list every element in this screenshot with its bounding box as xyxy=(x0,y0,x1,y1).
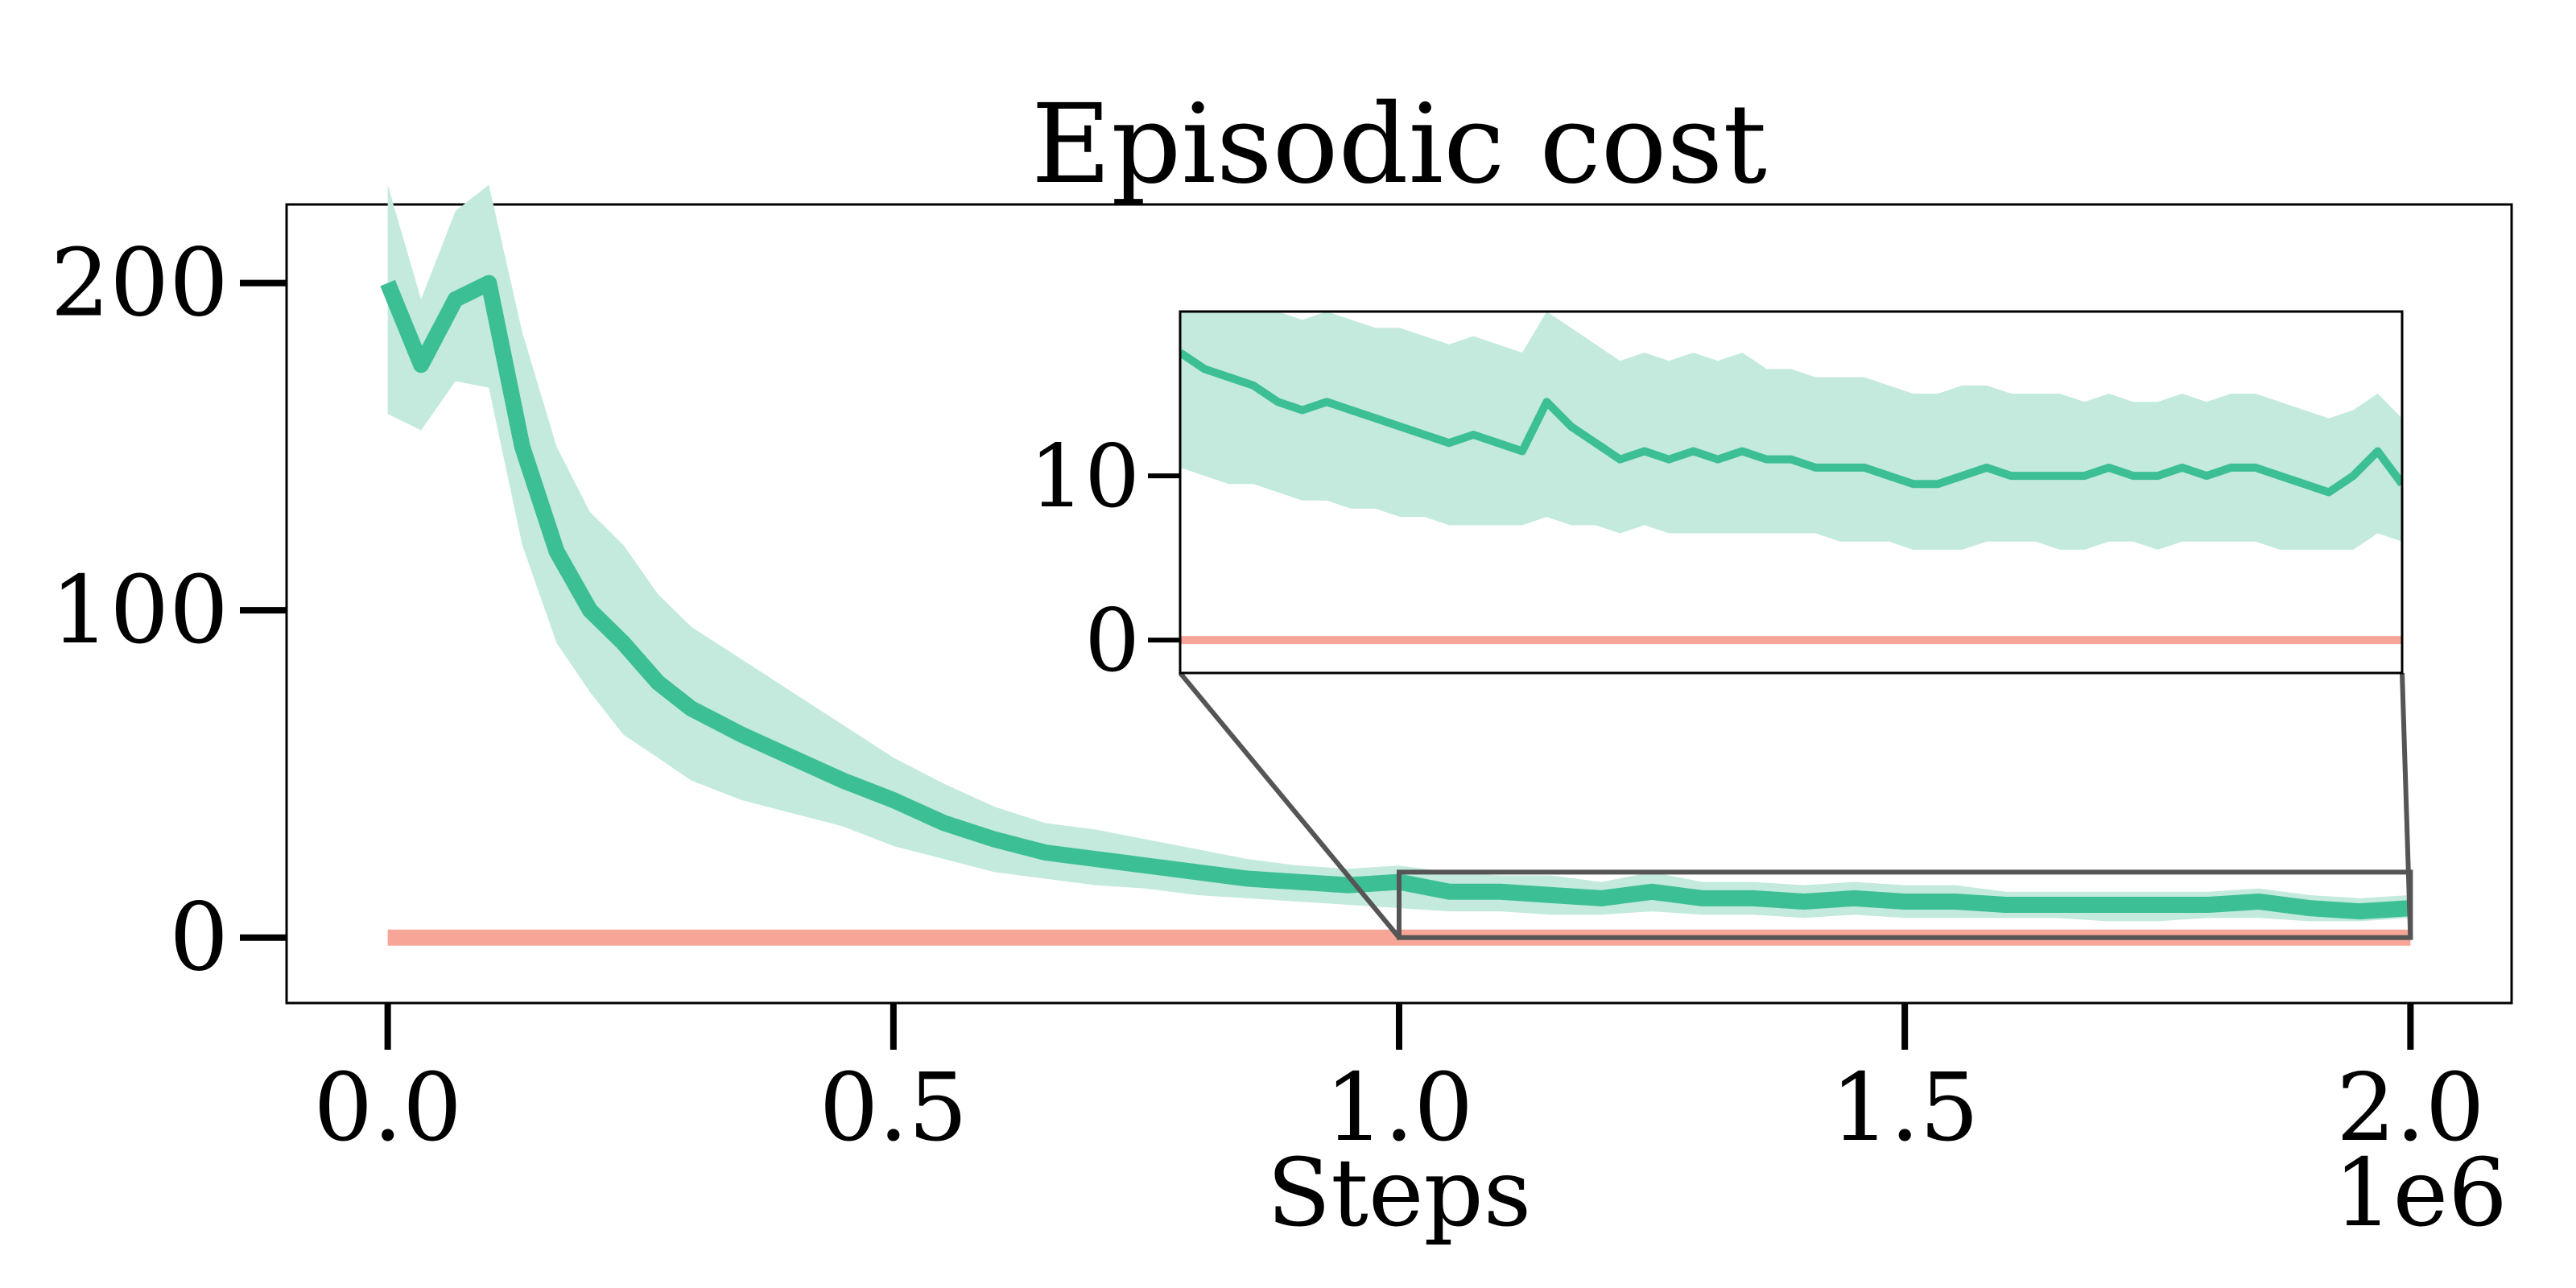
zoom-connector-left xyxy=(1178,671,1402,939)
x-tick-label: 2.0 xyxy=(2336,1054,2484,1162)
inset-frame xyxy=(1179,310,2404,675)
x-tick-label: 1.5 xyxy=(1831,1054,1979,1162)
y-axis-ticks: 0 100 200 xyxy=(51,229,287,993)
inset-zoom-plot: 0 10 xyxy=(1030,310,2404,691)
y-tick-label: 200 xyxy=(51,229,229,338)
inset-confidence-band xyxy=(1180,312,2402,550)
x-axis-offset-label: 1e6 xyxy=(2334,1139,2508,1248)
inset-y-tick-label: 10 xyxy=(1030,427,1140,527)
x-tick-label: 0.5 xyxy=(819,1054,968,1162)
inset-y-tick-label: 0 xyxy=(1084,591,1140,691)
x-axis-ticks: 0.0 0.5 1.0 1.5 2.0 xyxy=(313,1003,2485,1162)
x-axis-label: Steps xyxy=(1267,1139,1532,1248)
x-tick-label: 1.0 xyxy=(1325,1054,1473,1162)
inset-series-line xyxy=(1180,349,2402,497)
x-tick-label: 0.0 xyxy=(313,1054,461,1162)
series-line xyxy=(380,275,2412,920)
y-tick-label: 100 xyxy=(51,556,229,665)
zoom-connector-right xyxy=(2400,672,2413,938)
y-tick-label: 0 xyxy=(169,884,229,993)
zoom-indicator xyxy=(1178,671,2413,940)
chart-title: Episodic cost xyxy=(1031,81,1767,208)
inset-marks xyxy=(1180,312,2402,645)
